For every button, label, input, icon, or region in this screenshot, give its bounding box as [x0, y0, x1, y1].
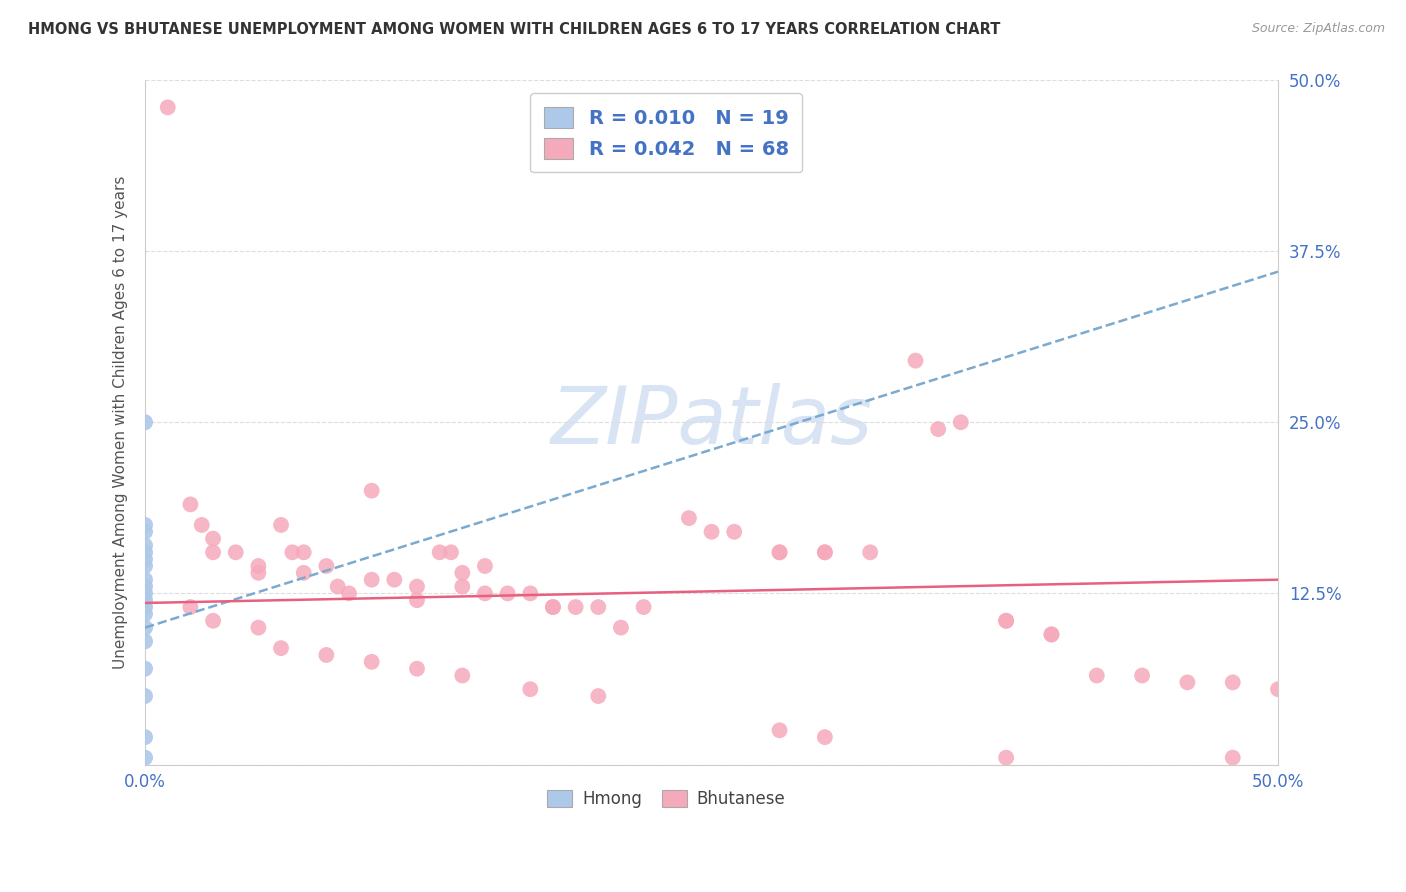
Point	[610, 621, 633, 635]
Point	[1222, 750, 1244, 764]
Point	[519, 586, 541, 600]
Point	[247, 621, 270, 635]
Point	[406, 593, 429, 607]
Point	[927, 422, 949, 436]
Point	[292, 566, 315, 580]
Point	[451, 580, 474, 594]
Point	[202, 545, 225, 559]
Point	[134, 524, 156, 539]
Point	[179, 497, 201, 511]
Point	[678, 511, 700, 525]
Point	[134, 586, 156, 600]
Point	[541, 600, 564, 615]
Point	[179, 600, 201, 615]
Point	[541, 600, 564, 615]
Y-axis label: Unemployment Among Women with Children Ages 6 to 17 years: Unemployment Among Women with Children A…	[114, 176, 128, 669]
Point	[360, 655, 382, 669]
Point	[451, 566, 474, 580]
Point	[496, 586, 519, 600]
Point	[270, 641, 292, 656]
Point	[202, 532, 225, 546]
Point	[247, 566, 270, 580]
Point	[202, 614, 225, 628]
Point	[429, 545, 451, 559]
Point	[134, 573, 156, 587]
Point	[315, 559, 337, 574]
Point	[1130, 668, 1153, 682]
Point	[1040, 627, 1063, 641]
Point	[134, 552, 156, 566]
Point	[474, 559, 496, 574]
Point	[1267, 682, 1289, 697]
Point	[281, 545, 304, 559]
Point	[134, 607, 156, 621]
Point	[588, 600, 610, 615]
Point	[134, 593, 156, 607]
Point	[134, 730, 156, 744]
Point	[814, 545, 837, 559]
Point	[134, 750, 156, 764]
Point	[995, 750, 1018, 764]
Text: HMONG VS BHUTANESE UNEMPLOYMENT AMONG WOMEN WITH CHILDREN AGES 6 TO 17 YEARS COR: HMONG VS BHUTANESE UNEMPLOYMENT AMONG WO…	[28, 22, 1001, 37]
Point	[474, 586, 496, 600]
Point	[1040, 627, 1063, 641]
Text: ZIPatlas: ZIPatlas	[551, 384, 873, 461]
Point	[134, 662, 156, 676]
Point	[134, 559, 156, 574]
Point	[134, 545, 156, 559]
Point	[700, 524, 723, 539]
Point	[190, 517, 212, 532]
Point	[134, 634, 156, 648]
Point	[247, 559, 270, 574]
Point	[134, 415, 156, 429]
Point	[768, 545, 790, 559]
Point	[859, 545, 882, 559]
Point	[564, 600, 586, 615]
Point	[360, 483, 382, 498]
Point	[225, 545, 247, 559]
Point	[326, 580, 349, 594]
Point	[134, 517, 156, 532]
Point	[156, 100, 179, 114]
Point	[768, 545, 790, 559]
Point	[995, 614, 1018, 628]
Point	[440, 545, 463, 559]
Point	[904, 353, 927, 368]
Point	[337, 586, 360, 600]
Point	[134, 600, 156, 615]
Point	[134, 539, 156, 553]
Point	[1177, 675, 1199, 690]
Point	[1222, 675, 1244, 690]
Point	[814, 545, 837, 559]
Point	[315, 648, 337, 662]
Point	[382, 573, 405, 587]
Point	[270, 517, 292, 532]
Legend: Hmong, Bhutanese: Hmong, Bhutanese	[540, 783, 792, 814]
Point	[633, 600, 655, 615]
Point	[451, 668, 474, 682]
Point	[134, 689, 156, 703]
Point	[519, 682, 541, 697]
Point	[134, 580, 156, 594]
Point	[814, 730, 837, 744]
Point	[949, 415, 972, 429]
Point	[360, 573, 382, 587]
Point	[723, 524, 745, 539]
Point	[995, 614, 1018, 628]
Point	[406, 580, 429, 594]
Point	[1085, 668, 1108, 682]
Text: Source: ZipAtlas.com: Source: ZipAtlas.com	[1251, 22, 1385, 36]
Point	[406, 662, 429, 676]
Point	[134, 621, 156, 635]
Point	[292, 545, 315, 559]
Point	[768, 723, 790, 738]
Point	[588, 689, 610, 703]
